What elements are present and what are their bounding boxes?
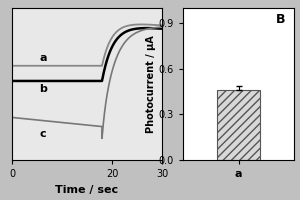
Bar (217, 90, 260, 160)
Text: b: b (40, 84, 47, 94)
Text: c: c (40, 129, 46, 139)
Text: B: B (276, 13, 285, 26)
Y-axis label: Photocurrent / μA: Photocurrent / μA (146, 35, 156, 133)
X-axis label: Time / sec: Time / sec (56, 185, 118, 195)
Text: a: a (40, 53, 47, 63)
